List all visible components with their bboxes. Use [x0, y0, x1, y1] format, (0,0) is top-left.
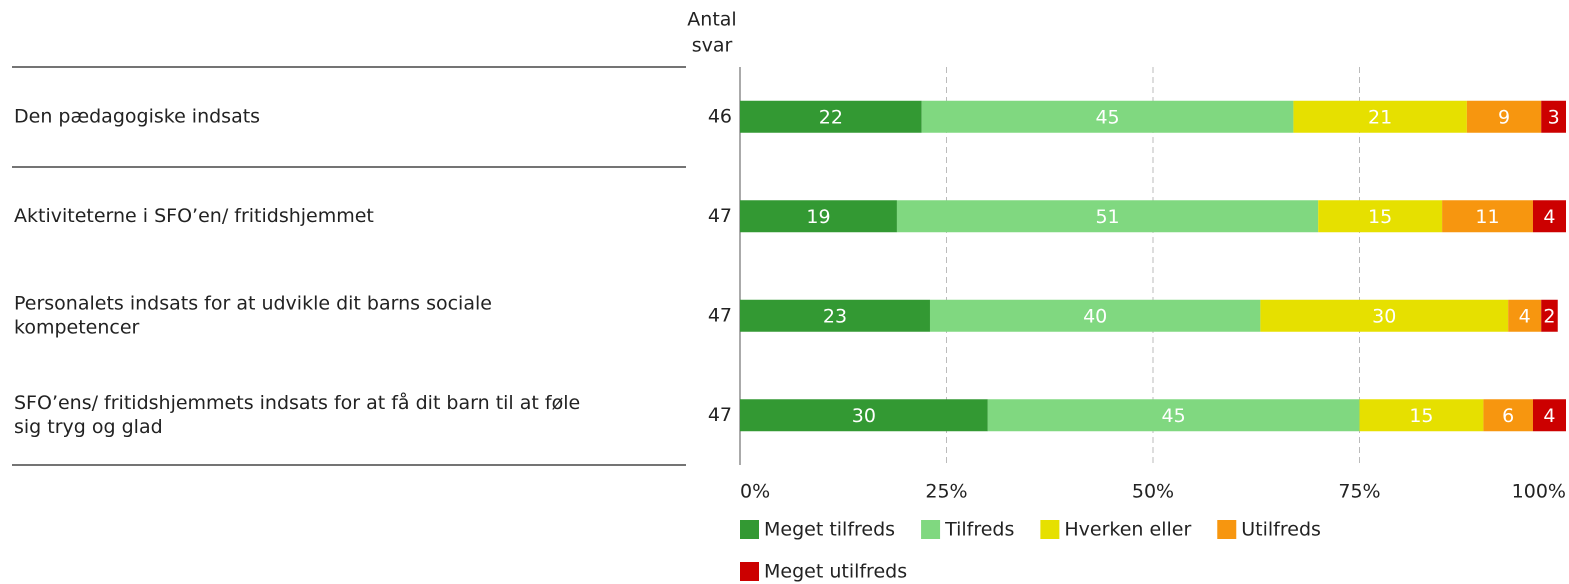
bar-segment	[740, 100, 922, 133]
segment-label: 6	[1502, 405, 1514, 427]
bar-segment	[921, 100, 1294, 133]
bar-segment	[1466, 100, 1542, 133]
segment-label: 30	[852, 405, 876, 427]
segment-label: 15	[1409, 405, 1433, 427]
category-label: sig tryg og glad	[14, 416, 163, 438]
bar-segment	[987, 399, 1360, 432]
segment-label: 40	[1083, 305, 1107, 327]
legend-label: Meget utilfreds	[764, 561, 907, 583]
category-label: kompetencer	[14, 316, 140, 338]
segment-label: 4	[1519, 305, 1531, 327]
legend-label: Hverken eller	[1064, 519, 1191, 541]
bar-segment	[1442, 200, 1533, 233]
segment-label: 3	[1548, 106, 1560, 128]
segment-label: 11	[1475, 206, 1499, 228]
bar-segment	[1359, 399, 1484, 432]
segment-label: 4	[1543, 405, 1555, 427]
count-label: 47	[708, 404, 732, 426]
legend-swatch	[1040, 520, 1060, 539]
bar-segment	[896, 200, 1319, 233]
bar-segment	[1293, 100, 1467, 133]
count-label: 47	[708, 304, 732, 326]
bar-segment	[740, 299, 930, 332]
legend-swatch	[1217, 520, 1237, 539]
segment-label: 9	[1498, 106, 1510, 128]
legend-swatch	[740, 562, 759, 581]
bar-segment	[1318, 200, 1443, 233]
segment-label: 30	[1372, 305, 1396, 327]
x-tick-label: 25%	[925, 481, 967, 503]
count-header: svar	[692, 35, 733, 57]
x-tick-label: 75%	[1338, 481, 1380, 503]
segment-label: 21	[1368, 106, 1392, 128]
bar-segment	[929, 299, 1261, 332]
legend-label: Utilfreds	[1241, 519, 1321, 541]
segment-label: 4	[1543, 206, 1555, 228]
x-tick-label: 100%	[1512, 481, 1566, 503]
bar-segment	[740, 399, 988, 432]
category-label: Personalets indsats for at udvikle dit b…	[14, 292, 492, 314]
segment-label: 51	[1095, 206, 1119, 228]
segment-label: 22	[819, 106, 843, 128]
bar-segment	[1260, 299, 1509, 332]
segment-label: 15	[1368, 206, 1392, 228]
bar-segment	[1541, 100, 1566, 133]
segment-label: 2	[1543, 305, 1555, 327]
category-label: Den pædagogiske indsats	[14, 105, 260, 127]
segment-label: 45	[1095, 106, 1119, 128]
legend-swatch	[921, 520, 941, 539]
bar-segment	[1532, 399, 1566, 432]
segment-label: 19	[806, 206, 830, 228]
x-tick-label: 0%	[740, 481, 770, 503]
count-header: Antal	[687, 9, 736, 31]
legend-swatch	[740, 520, 759, 539]
category-label: Aktiviteterne i SFO’en/ fritidshjemmet	[14, 205, 374, 227]
bar-segment	[1532, 200, 1566, 233]
legend-label: Meget tilfreds	[764, 519, 895, 541]
bar-segment	[1541, 299, 1558, 332]
count-label: 47	[708, 205, 732, 227]
category-label: SFO’ens/ fritidshjemmets indsats for at …	[14, 391, 580, 414]
bar-segment	[1483, 399, 1533, 432]
x-tick-label: 50%	[1132, 481, 1174, 503]
legend-label: Tilfreds	[944, 519, 1014, 541]
count-label: 46	[708, 105, 732, 127]
segment-label: 23	[823, 305, 847, 327]
bar-segment	[740, 200, 897, 233]
segment-label: 45	[1162, 405, 1186, 427]
bar-segment	[1508, 299, 1542, 332]
